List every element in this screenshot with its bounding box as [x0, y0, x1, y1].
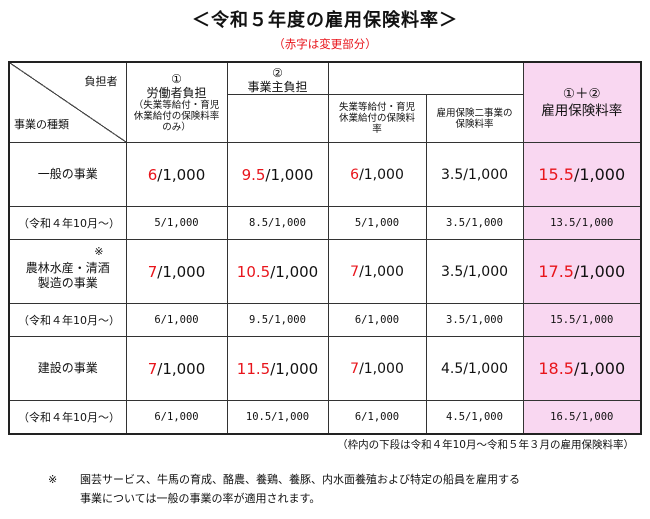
cell-worker-rate: 6/1,000	[125, 142, 228, 207]
row-label-text: 建設の事業	[37, 361, 98, 375]
cell-employer-rate: 9.5/1,000	[226, 142, 329, 207]
cell-two-programs-rate: 3.5/1,000	[425, 239, 524, 304]
cell-unemployment-rate: 7/1,000	[327, 239, 427, 304]
prev-two-programs-rate: 3.5/1,000	[425, 303, 524, 337]
header-total-rate: ①＋② 雇用保険料率	[522, 61, 642, 143]
cell-total-rate: 15.5/1,000	[522, 142, 642, 207]
table-row: 建設の事業 7/1,000 11.5/1,000 7/1,000 4.5/1,0…	[8, 336, 642, 401]
page-title: ＜令和５年度の雇用保険料率＞	[192, 10, 458, 31]
header-corner-cell: 負担者 事業の種類	[8, 61, 127, 143]
footnote: ※ 園芸サービス、牛馬の育成、酪農、養鶏、養豚、内水面養殖および特定の船員を雇用…	[48, 470, 520, 508]
prev-worker-rate: 6/1,000	[125, 400, 228, 434]
asterisk-mark: ※	[94, 245, 104, 258]
prev-worker-rate: 5/1,000	[125, 206, 228, 240]
header-employer-blank	[226, 94, 329, 143]
cell-worker-rate: 7/1,000	[125, 239, 228, 304]
prev-employer-rate: 9.5/1,000	[226, 303, 329, 337]
corner-label-payer: 負担者	[84, 75, 118, 88]
row-label-text: 一般の事業	[37, 167, 98, 181]
table-row-previous: （令和４年10月～） 5/1,000 8.5/1,000 5/1,000 3.5…	[8, 206, 642, 240]
prev-employer-rate: 8.5/1,000	[226, 206, 329, 240]
header-employer-share: ② 事業主負担	[226, 61, 329, 95]
prev-employer-rate: 10.5/1,000	[226, 400, 329, 434]
prev-two-programs-rate: 4.5/1,000	[425, 400, 524, 434]
prev-period-label: （令和４年10月～）	[8, 206, 127, 240]
cell-two-programs-rate: 3.5/1,000	[425, 142, 524, 207]
table-row-previous: （令和４年10月～） 6/1,000 10.5/1,000 6/1,000 4.…	[8, 400, 642, 434]
header-employer-label: 事業主負担	[247, 80, 308, 94]
table-row-previous: （令和４年10月～） 6/1,000 9.5/1,000 6/1,000 3.5…	[8, 303, 642, 337]
prev-unemployment-rate: 6/1,000	[327, 303, 427, 337]
cell-employer-rate: 11.5/1,000	[226, 336, 329, 401]
row-label-text: 農林水産・清酒製造の事業	[25, 260, 110, 290]
footnote-line-1: 園芸サービス、牛馬の育成、酪農、養鶏、養豚、内水面養殖および特定の船員を雇用する	[80, 473, 520, 486]
insurance-rate-table: 負担者 事業の種類 ① 労働者負担 （失業等給付・育児休業給付の保険料率のみ） …	[8, 61, 642, 435]
cell-total-rate: 18.5/1,000	[522, 336, 642, 401]
row-label-agriculture: ※ 農林水産・清酒製造の事業	[8, 239, 127, 304]
header-employer-number: ②	[272, 66, 283, 80]
prev-total-rate: 16.5/1,000	[522, 400, 642, 434]
prev-period-label: （令和４年10月～）	[8, 303, 127, 337]
row-label-general: 一般の事業	[8, 142, 127, 207]
prev-worker-rate: 6/1,000	[125, 303, 228, 337]
header-worker-note: （失業等給付・育児休業給付の保険料率のみ）	[133, 99, 220, 133]
corner-label-business-type: 事業の種類	[14, 118, 69, 131]
table-row: ※ 農林水産・清酒製造の事業 7/1,000 10.5/1,000 7/1,00…	[8, 239, 642, 304]
prev-total-rate: 13.5/1,000	[522, 206, 642, 240]
header-total-number: ①＋②	[562, 85, 601, 102]
header-worker-number: ①	[171, 71, 182, 86]
header-unemployment-benefit: 失業等給付・育児休業給付の保険料率	[327, 94, 427, 143]
header-worker-share: ① 労働者負担 （失業等給付・育児休業給付の保険料率のみ）	[125, 61, 228, 143]
range-note: （枠内の下段は令和４年10月～令和５年３月の雇用保険料率）	[337, 439, 634, 451]
cell-unemployment-rate: 6/1,000	[327, 142, 427, 207]
cell-two-programs-rate: 4.5/1,000	[425, 336, 524, 401]
cell-employer-rate: 10.5/1,000	[226, 239, 329, 304]
cell-worker-rate: 7/1,000	[125, 336, 228, 401]
prev-total-rate: 15.5/1,000	[522, 303, 642, 337]
table-row: 一般の事業 6/1,000 9.5/1,000 6/1,000 3.5/1,00…	[8, 142, 642, 207]
header-total-label: 雇用保険料率	[541, 102, 623, 119]
prev-unemployment-rate: 5/1,000	[327, 206, 427, 240]
prev-two-programs-rate: 3.5/1,000	[425, 206, 524, 240]
prev-period-label: （令和４年10月～）	[8, 400, 127, 434]
footnote-line-2: 事業については一般の事業の率が適用されます。	[80, 492, 321, 505]
footnote-mark: ※	[48, 473, 58, 486]
header-employer-spacer	[327, 61, 524, 95]
page-subtitle: （赤字は変更部分）	[273, 37, 377, 51]
row-label-construction: 建設の事業	[8, 336, 127, 401]
header-two-programs: 雇用保険二事業の保険料率	[425, 94, 524, 143]
prev-unemployment-rate: 6/1,000	[327, 400, 427, 434]
header-worker-label: 労働者負担	[146, 85, 207, 100]
cell-unemployment-rate: 7/1,000	[327, 336, 427, 401]
cell-total-rate: 17.5/1,000	[522, 239, 642, 304]
